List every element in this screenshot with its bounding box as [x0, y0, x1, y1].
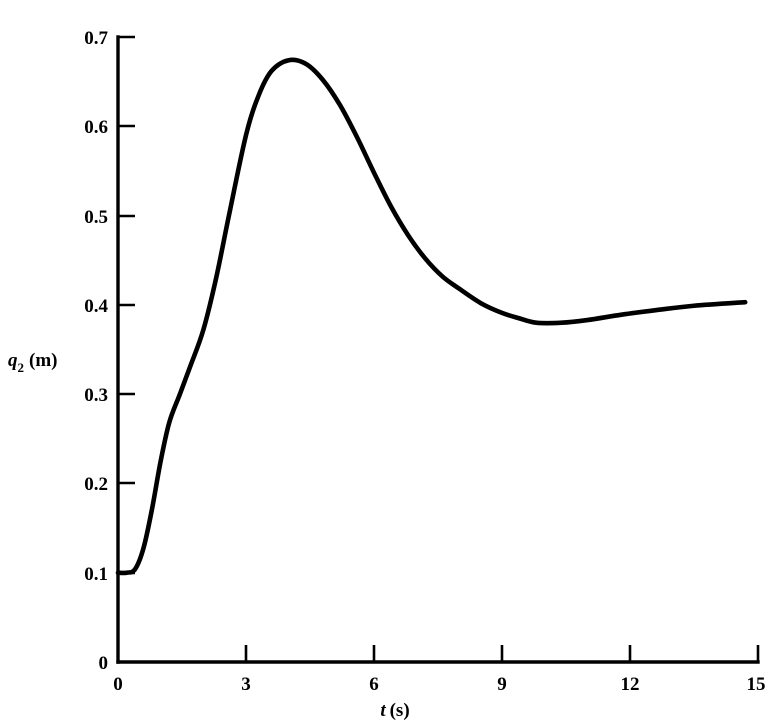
x-tick-label: 15 [747, 674, 766, 695]
x-tick-labels: 0 3 6 9 12 15 [113, 674, 765, 695]
y-tick-label-zero: 0 [99, 653, 109, 674]
y-axis-title-symbol: q [8, 350, 18, 371]
y-axis-title-units: (m) [29, 350, 57, 371]
y-tick-label: 0.3 [84, 385, 108, 406]
x-tick-marks [244, 645, 760, 662]
x-tick-label: 9 [497, 674, 507, 695]
x-axis-title-units: (s) [390, 700, 410, 721]
x-axis-title: t (s) [380, 700, 409, 721]
x-tick-label: 6 [369, 674, 379, 695]
y-tick-label: 0.7 [84, 28, 108, 49]
y-tick-label: 0.4 [84, 296, 108, 317]
x-tick-label: 12 [621, 674, 640, 695]
y-tick-labels: 0.7 0.6 0.5 0.4 0.3 0.2 0.1 0 [84, 28, 108, 674]
y-tick-marks [118, 35, 135, 575]
x-tick-label: 0 [113, 674, 123, 695]
x-tick-label: 3 [241, 674, 251, 695]
y-axis-title: q2 (m) [8, 350, 57, 375]
y-tick-label: 0.2 [84, 474, 108, 495]
y-tick-label: 0.5 [84, 207, 108, 228]
data-curve-q2 [115, 57, 748, 576]
y-axis-title-subscript: 2 [18, 360, 25, 375]
y-tick-label: 0.1 [84, 564, 108, 585]
x-axis-title-symbol: t [380, 700, 386, 721]
y-tick-label: 0.6 [84, 117, 108, 138]
